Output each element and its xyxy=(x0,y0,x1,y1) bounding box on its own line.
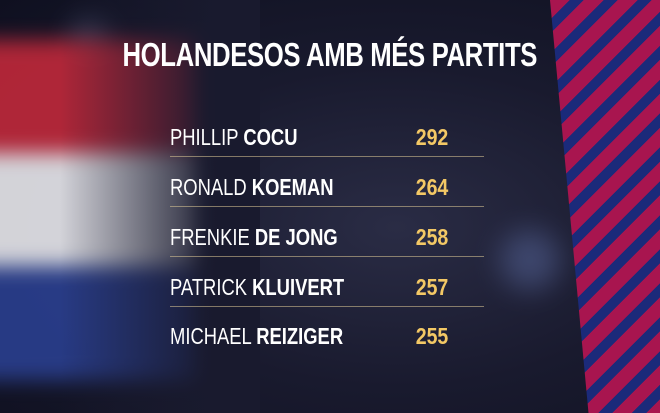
table-row: MICHAEL REIZIGER 255 xyxy=(170,315,484,355)
first-name: RONALD xyxy=(170,174,247,200)
matches-value: 257 xyxy=(415,274,449,300)
first-name: PHILLIP xyxy=(170,124,239,150)
last-name: REIZIGER xyxy=(256,323,344,349)
last-name: DE JONG xyxy=(254,224,338,250)
player-name: PHILLIP COCU xyxy=(170,124,298,151)
player-name: FRENKIE DE JONG xyxy=(170,224,338,251)
table-row: PHILLIP COCU 292 xyxy=(170,116,484,157)
last-name: KOEMAN xyxy=(251,174,334,200)
last-name: KLUIVERT xyxy=(252,274,345,300)
page-title: HOLANDESOS AMB MÉS PARTITS xyxy=(0,36,660,74)
first-name: PATRICK xyxy=(170,274,248,300)
last-name: COCU xyxy=(243,124,298,150)
player-name: PATRICK KLUIVERT xyxy=(170,274,344,301)
bokeh-light xyxy=(500,230,560,290)
table-row: PATRICK KLUIVERT 257 xyxy=(170,266,484,307)
first-name: MICHAEL xyxy=(170,323,252,349)
page-title-text: HOLANDESOS AMB MÉS PARTITS xyxy=(122,36,538,73)
player-name: MICHAEL REIZIGER xyxy=(170,323,343,350)
table-row: RONALD KOEMAN 264 xyxy=(170,166,484,207)
matches-value: 292 xyxy=(415,124,449,150)
player-name: RONALD KOEMAN xyxy=(170,174,334,201)
matches-value: 258 xyxy=(415,224,449,250)
first-name: FRENKIE xyxy=(170,224,250,250)
matches-value: 255 xyxy=(415,323,449,349)
table-row: FRENKIE DE JONG 258 xyxy=(170,216,484,257)
matches-value: 264 xyxy=(415,174,449,200)
